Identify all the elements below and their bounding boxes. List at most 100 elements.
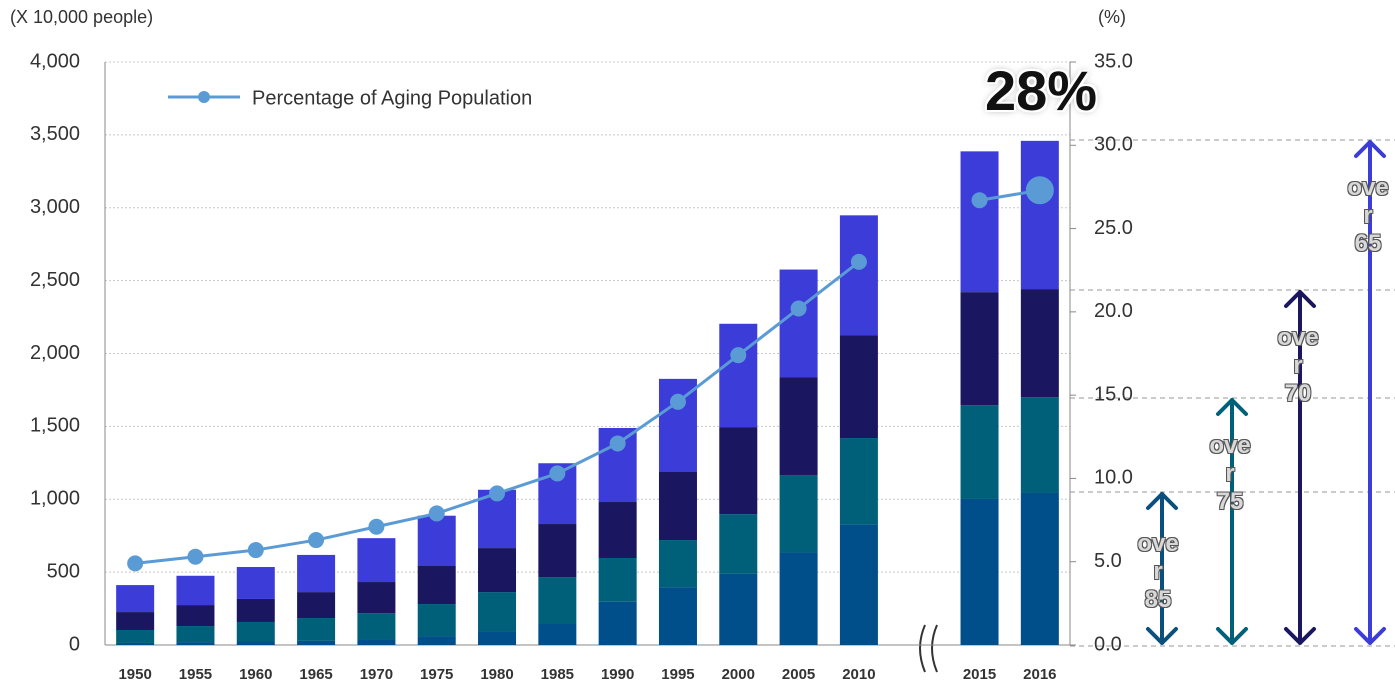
x-tick-label: 2016	[1023, 666, 1056, 683]
bar-segment	[116, 585, 155, 613]
highlight-label: 28%	[985, 59, 1098, 122]
bar-segment	[1020, 397, 1059, 493]
x-tick-label: 1970	[360, 666, 393, 683]
line-point	[308, 532, 325, 549]
guides	[1070, 139, 1395, 647]
bar-segment	[236, 598, 275, 622]
bar-segment	[719, 323, 758, 428]
bar-segment	[297, 554, 336, 593]
arrows	[1146, 140, 1386, 645]
line-point	[790, 300, 807, 317]
bar-segment	[297, 618, 336, 641]
bar-segment	[598, 601, 637, 645]
axis-break	[919, 624, 938, 673]
bar-segment	[960, 405, 999, 499]
bar-segment	[116, 642, 155, 645]
line-point	[247, 542, 264, 559]
bar-segment	[658, 540, 697, 588]
bar-segment	[236, 567, 275, 599]
x-tick-label: 1995	[661, 666, 694, 683]
bar-segment	[357, 613, 396, 640]
bar-segment	[538, 577, 577, 625]
line-point	[127, 555, 144, 572]
y2-tick-label: 20.0	[1094, 300, 1133, 322]
bar-segment	[417, 515, 456, 567]
bar-segment	[417, 636, 456, 645]
bar-segment	[478, 592, 517, 632]
bar-segment	[839, 215, 878, 336]
bar-segment	[176, 605, 215, 627]
line-point	[428, 505, 445, 522]
bar-segment	[779, 475, 818, 553]
x-tick-label: 1975	[420, 666, 453, 683]
y-tick-label: 500	[47, 560, 80, 582]
x-tick-label: 2005	[782, 666, 815, 683]
bar-segment	[116, 629, 155, 643]
y2-tick-label: 35.0	[1094, 50, 1133, 72]
y-tick-label: 1,500	[30, 415, 80, 437]
bar-segment	[719, 573, 758, 645]
line-point	[489, 485, 506, 502]
y2-tick-label: 15.0	[1094, 383, 1133, 405]
line-point	[609, 435, 626, 452]
bar-segment	[960, 151, 999, 293]
x-tick-label: 1990	[601, 666, 634, 683]
y-tick-label: 2,500	[30, 269, 80, 291]
bar-segment	[658, 587, 697, 645]
bar-segment	[1020, 140, 1059, 290]
line-point	[1025, 176, 1054, 205]
line-point	[850, 253, 867, 270]
y-tick-label: 4,000	[30, 50, 80, 72]
x-tick-label: 1955	[179, 666, 212, 683]
bar-segment	[839, 438, 878, 525]
bar-segment	[116, 612, 155, 630]
line	[134, 188, 1041, 565]
bar-segment	[779, 377, 818, 476]
line-point	[971, 192, 988, 209]
x-tick-label: 2000	[722, 666, 755, 683]
bar-segment	[658, 471, 697, 541]
x-tick-label: 1950	[118, 666, 151, 683]
y2-axis-label: (%)	[1098, 7, 1126, 27]
bar-segment	[719, 427, 758, 515]
arrow-label: over 65	[1347, 174, 1389, 257]
bar-segment	[357, 538, 396, 583]
bar-segment	[236, 641, 275, 645]
arrow-label: over 85	[1137, 530, 1179, 613]
x-tick-label: 2010	[842, 666, 875, 683]
y2-tick-label: 0.0	[1094, 633, 1122, 655]
bar-segment	[417, 604, 456, 637]
bar-segment	[1020, 289, 1059, 398]
line-point	[669, 393, 686, 410]
bar-segment	[357, 582, 396, 614]
bar-segment	[176, 575, 215, 606]
arrow-label: over 75	[1209, 432, 1251, 515]
x-tick-label: 1985	[541, 666, 574, 683]
arrow	[1354, 140, 1386, 645]
bar-segment	[478, 631, 517, 645]
bar-segment	[960, 292, 999, 406]
bar-segment	[598, 557, 637, 602]
bar-segment	[779, 269, 818, 378]
bar-segment	[297, 640, 336, 645]
legend-label: Percentage of Aging Population	[252, 87, 532, 109]
y-tick-label: 3,500	[30, 123, 80, 145]
bar-segment	[236, 621, 275, 642]
bar-segment	[417, 566, 456, 605]
arrow	[1146, 492, 1178, 645]
x-tick-label: 2015	[963, 666, 996, 683]
y-tick-label: 2,000	[30, 342, 80, 364]
y2-tick-label: 5.0	[1094, 550, 1122, 572]
y-tick-label: 3,000	[30, 196, 80, 218]
arrow-label: over 70	[1277, 324, 1319, 407]
bar-segment	[176, 626, 215, 643]
bar-segment	[478, 548, 517, 593]
bar-segment	[779, 552, 818, 645]
bar-segment	[176, 642, 215, 645]
x-tick-label: 1980	[480, 666, 513, 683]
bar-segment	[357, 639, 396, 645]
bar-segment	[538, 624, 577, 645]
arrow	[1216, 398, 1248, 645]
